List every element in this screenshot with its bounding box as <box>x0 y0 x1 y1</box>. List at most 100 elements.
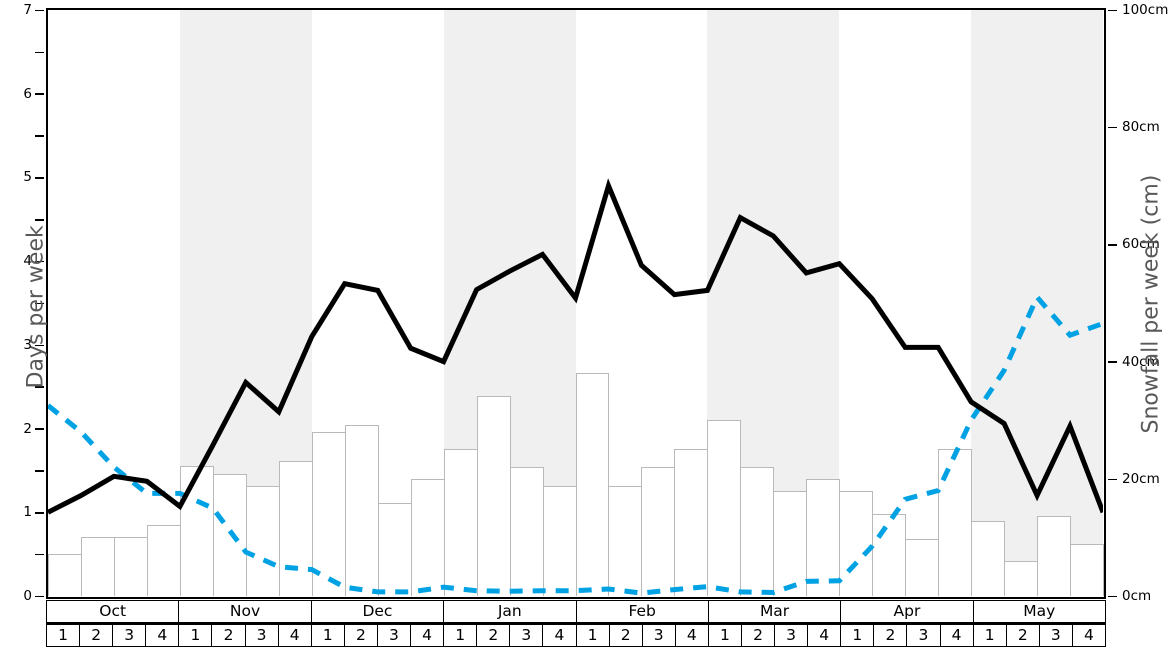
week-cell-jan-4: 4 <box>543 625 577 646</box>
bar-week-32 <box>1070 544 1104 596</box>
left-tick <box>35 302 44 305</box>
right-tick <box>1108 244 1117 246</box>
right-tick <box>1108 126 1117 129</box>
week-cell-may-3: 3 <box>1040 625 1073 646</box>
right-tick-label: 40cm <box>1122 353 1160 370</box>
month-cell-jan: Jan <box>444 601 577 622</box>
left-axis-title: Days per week <box>23 225 49 389</box>
week-cell-mar-2: 2 <box>742 625 776 646</box>
right-tick <box>1108 478 1117 481</box>
bar-week-16 <box>542 485 577 596</box>
left-tick <box>35 177 44 179</box>
bar-week-7 <box>245 485 280 596</box>
left-tick-label: 6 <box>23 85 32 102</box>
week-cell-nov-4: 4 <box>279 625 312 646</box>
left-tick <box>35 428 44 430</box>
week-cell-apr-1: 1 <box>841 625 875 646</box>
bar-week-1 <box>48 554 82 596</box>
week-cell-jan-3: 3 <box>510 625 544 646</box>
bar-week-5 <box>179 466 214 596</box>
week-cell-apr-2: 2 <box>874 625 908 646</box>
bar-week-26 <box>872 513 907 596</box>
bar-week-25 <box>839 491 874 596</box>
week-cell-nov-1: 1 <box>179 625 213 646</box>
plot-area <box>46 8 1106 599</box>
month-cell-apr: Apr <box>841 601 974 622</box>
month-row: Oct Nov Dec Jan Feb Mar Apr May <box>46 600 1106 623</box>
week-cell-mar-3: 3 <box>775 625 809 646</box>
week-cell-oct-3: 3 <box>113 625 147 646</box>
week-cell-feb-4: 4 <box>676 625 709 646</box>
left-tick <box>35 344 44 347</box>
week-cell-oct-4: 4 <box>146 625 180 646</box>
week-cell-jan-1: 1 <box>444 625 478 646</box>
week-cell-may-4: 4 <box>1084 625 1094 644</box>
left-tick-label: 3 <box>23 336 32 353</box>
right-tick-label: 80cm <box>1122 119 1160 136</box>
right-tick <box>1108 9 1117 12</box>
bar-week-20 <box>674 448 709 596</box>
bar-week-10 <box>344 425 379 596</box>
right-tick <box>1108 595 1117 598</box>
left-tick <box>35 135 44 137</box>
week-cell-dec-3: 3 <box>378 625 412 646</box>
bar-week-14 <box>476 395 511 596</box>
left-tick <box>35 218 44 221</box>
right-tick-label: 100cm <box>1122 2 1168 18</box>
left-tick <box>35 386 44 388</box>
bar-week-23 <box>773 491 808 596</box>
bar-week-17 <box>575 373 610 596</box>
month-cell-nov: Nov <box>179 601 312 622</box>
right-axis-title: Snowfall per week (cm) <box>1138 174 1164 434</box>
week-cell-feb-2: 2 <box>610 625 643 646</box>
bar-week-22 <box>740 467 775 596</box>
week-cell-dec-2: 2 <box>345 625 378 646</box>
right-tick <box>1108 361 1117 363</box>
week-cell-nov-3: 3 <box>246 625 279 646</box>
week-cell-oct-1: 1 <box>47 625 81 646</box>
left-tick <box>35 9 44 12</box>
week-cell-dec-4: 4 <box>411 625 445 646</box>
month-cell-mar: Mar <box>709 601 842 622</box>
left-tick-label: 5 <box>23 169 32 186</box>
week-cell-jan-2: 2 <box>477 625 511 646</box>
week-cell-feb-1: 1 <box>577 625 610 646</box>
bar-week-31 <box>1037 515 1072 596</box>
week-cell-mar-1: 1 <box>709 625 742 646</box>
bar-week-13 <box>443 448 478 596</box>
month-cell-feb: Feb <box>577 601 709 622</box>
left-tick <box>35 470 44 472</box>
month-cell-may: May <box>1023 601 1056 620</box>
left-tick <box>35 511 44 514</box>
week-cell-apr-4: 4 <box>941 625 974 646</box>
left-tick-label: 0 <box>23 588 32 604</box>
days-per-week-line <box>48 178 1103 515</box>
month-cell-dec: Dec <box>312 601 445 622</box>
right-tick-label: 20cm <box>1122 470 1160 487</box>
left-tick <box>35 51 44 54</box>
bar-week-29 <box>971 520 1006 596</box>
left-tick-label: 7 <box>23 2 32 18</box>
lines-layer <box>48 178 1103 596</box>
week-cell-apr-3: 3 <box>907 625 941 646</box>
bar-week-4 <box>146 524 181 596</box>
snowfall-line <box>48 292 1103 596</box>
bar-week-12 <box>410 478 445 596</box>
week-cell-mar-4: 4 <box>808 625 842 646</box>
plot-inner <box>48 10 1104 596</box>
left-tick-label: 2 <box>23 420 32 437</box>
right-tick-label: 0cm <box>1122 588 1152 604</box>
week-cell-feb-3: 3 <box>643 625 676 646</box>
left-tick-label: 4 <box>23 253 32 270</box>
month-cell-oct: Oct <box>47 601 180 622</box>
week-cell-may-1: 1 <box>974 625 1007 646</box>
week-cell-may-2: 2 <box>1007 625 1040 646</box>
week-cell-dec-1: 1 <box>312 625 345 646</box>
left-tick <box>35 93 44 95</box>
bar-week-2 <box>80 537 115 596</box>
left-tick <box>35 553 44 556</box>
right-tick-label: 60cm <box>1122 236 1160 253</box>
week-cell-nov-2: 2 <box>212 625 246 646</box>
